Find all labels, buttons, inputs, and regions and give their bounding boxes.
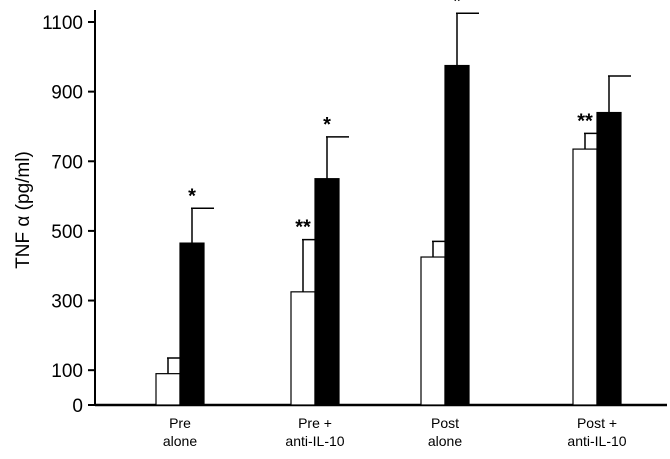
significance-marker: ** bbox=[577, 110, 593, 132]
bars: ******* bbox=[155, 0, 631, 406]
category-label-line: Pre bbox=[169, 415, 191, 431]
category-label: Post alone bbox=[428, 415, 462, 449]
bar bbox=[179, 242, 205, 406]
category-label-line: Post bbox=[431, 415, 459, 431]
category-label-line: Pre + bbox=[298, 415, 332, 431]
y-tick-label: 0 bbox=[72, 396, 83, 417]
category-label: Pre + anti-IL-10 bbox=[285, 415, 344, 449]
bar bbox=[420, 256, 446, 406]
y-tick-label: 300 bbox=[51, 292, 83, 313]
bar bbox=[444, 64, 470, 406]
category-label-line: alone bbox=[428, 433, 462, 449]
category-label-line: Post + bbox=[577, 415, 617, 431]
bar bbox=[596, 111, 622, 406]
category-label-line: alone bbox=[163, 433, 197, 449]
significance-marker: * bbox=[323, 114, 331, 136]
y-tick-label: 700 bbox=[51, 152, 83, 173]
y-tick-label: 900 bbox=[51, 83, 83, 104]
bar bbox=[572, 148, 598, 406]
category-label: Pre alone bbox=[163, 415, 197, 449]
category-label-line: anti-IL-10 bbox=[285, 433, 344, 449]
category-label: Post + anti-IL-10 bbox=[567, 415, 626, 449]
bar bbox=[155, 373, 181, 406]
category-label-line: anti-IL-10 bbox=[567, 433, 626, 449]
y-tick-label: 500 bbox=[51, 222, 83, 243]
bar bbox=[290, 291, 316, 406]
y-axis-label: TNF α (pg/ml) bbox=[13, 151, 34, 269]
category-labels: Pre alone Pre + anti-IL-10 Post alone Post + an… bbox=[163, 415, 627, 449]
bar bbox=[314, 178, 340, 406]
y-tick-label: 1100 bbox=[42, 13, 83, 34]
significance-marker: ** bbox=[295, 217, 311, 239]
significance-marker: * bbox=[188, 185, 196, 207]
y-tick-label: 100 bbox=[51, 361, 83, 382]
significance-marker: * bbox=[453, 0, 461, 12]
